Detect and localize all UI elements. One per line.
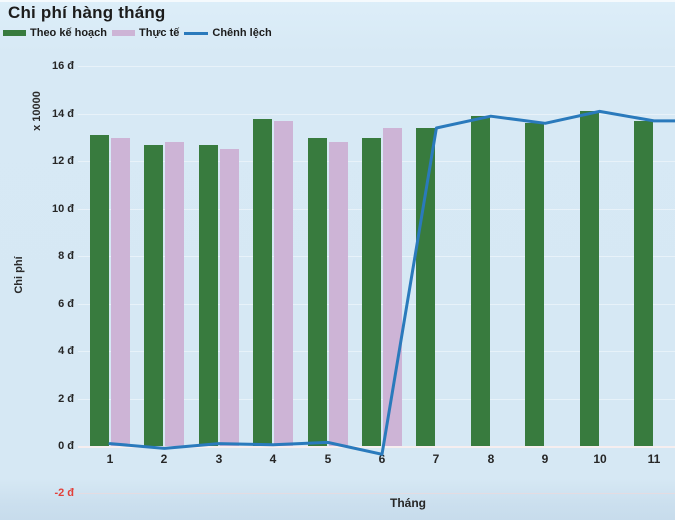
legend-label-planned: Theo kế hoạch <box>30 27 108 39</box>
x-tick-label: 10 <box>593 452 607 466</box>
x-tick-label: 7 <box>432 452 440 466</box>
x-tick-label: 2 <box>160 452 168 466</box>
bar-planned[interactable] <box>308 138 327 446</box>
bar-actual[interactable] <box>111 138 130 446</box>
bar-planned[interactable] <box>90 135 109 446</box>
legend-swatch-actual <box>112 30 136 36</box>
y-axis-title: Chi phí <box>13 256 25 294</box>
x-tick-label: 9 <box>541 452 549 466</box>
bar-actual[interactable] <box>329 142 348 446</box>
y-tick-label: 8 đ <box>58 250 74 262</box>
y-tick-label: 14 đ <box>51 108 74 120</box>
y-tick-label: 0 đ <box>58 440 74 452</box>
bar-planned[interactable] <box>580 111 599 446</box>
x-tick-label: 5 <box>324 452 332 466</box>
y-tick-label: 16 đ <box>51 60 74 72</box>
legend-swatch-difference <box>184 31 209 35</box>
bar-actual[interactable] <box>274 121 293 446</box>
chart-title: Chi phí hàng tháng <box>8 3 166 22</box>
bar-planned[interactable] <box>471 116 490 446</box>
bar-planned[interactable] <box>525 123 544 446</box>
bar-actual[interactable] <box>383 128 402 446</box>
x-axis-title: Tháng <box>390 496 426 510</box>
legend-item-planned[interactable]: Theo kế hoạch <box>3 27 107 39</box>
bar-planned[interactable] <box>253 119 272 446</box>
x-tick-label: 4 <box>269 452 277 466</box>
bar-planned[interactable] <box>199 145 218 446</box>
chart-legend: Theo kế hoạch Thực tế Chênh lệch <box>3 27 277 39</box>
x-tick-label: 1 <box>106 452 114 466</box>
bar-actual[interactable] <box>220 149 239 446</box>
gridline <box>78 493 675 494</box>
x-tick-label: 3 <box>215 452 223 466</box>
x-tick-label: 8 <box>487 452 495 466</box>
bar-planned[interactable] <box>634 121 653 446</box>
legend-item-actual[interactable]: Thực tế <box>112 27 179 39</box>
gridline <box>78 66 675 67</box>
x-tick-label: 11 <box>647 452 661 466</box>
x-axis-line <box>78 446 675 448</box>
bar-planned[interactable] <box>362 138 381 446</box>
legend-swatch-planned <box>3 30 26 36</box>
y-tick-label: 10 đ <box>51 203 74 215</box>
legend-label-actual: Thực tế <box>139 27 180 39</box>
y-tick-label: 12 đ <box>51 155 74 167</box>
y-tick-label: -2 đ <box>54 487 74 499</box>
x-tick-label: 6 <box>378 452 386 466</box>
y-tick-label: 6 đ <box>58 298 74 310</box>
y-tick-label: 2 đ <box>58 393 74 405</box>
bar-planned[interactable] <box>416 128 435 446</box>
bar-planned[interactable] <box>144 145 163 446</box>
bar-actual[interactable] <box>165 142 184 446</box>
y-tick-label: 4 đ <box>58 345 74 357</box>
legend-item-difference[interactable]: Chênh lệch <box>184 27 272 39</box>
legend-label-difference: Chênh lệch <box>212 27 272 39</box>
